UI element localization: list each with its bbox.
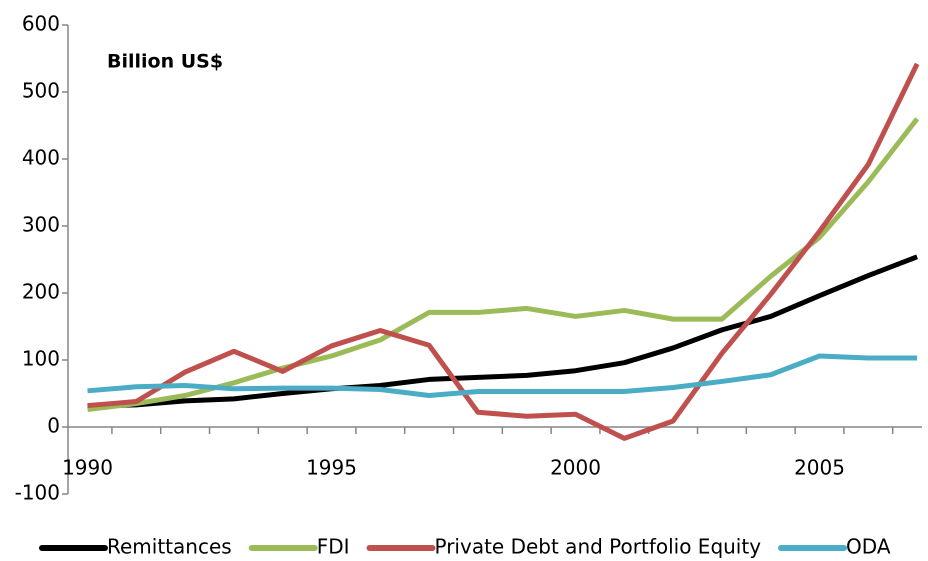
y-tick-label: -100 <box>15 481 60 505</box>
series-line <box>87 117 920 413</box>
legend-label: ODA <box>846 535 891 559</box>
y-tick-label: 0 <box>47 414 60 438</box>
y-tick-label: 500 <box>22 79 60 103</box>
y-tick-label: 400 <box>22 146 60 170</box>
series-line <box>87 254 919 409</box>
x-tick-label: 1995 <box>306 456 357 480</box>
y-tick-label: 600 <box>22 12 60 36</box>
series-line <box>87 353 918 399</box>
y-tick-label: 300 <box>22 213 60 237</box>
x-tick-label: 2000 <box>550 456 601 480</box>
x-tick-label: 1990 <box>62 456 113 480</box>
x-tick-label: 2005 <box>794 456 845 480</box>
annotation: Billion US$ <box>107 51 223 73</box>
legend-label: Private Debt and Portfolio Equity <box>435 535 762 559</box>
legend-label: Remittances <box>107 535 232 559</box>
y-tick-label: 200 <box>22 280 60 304</box>
series-line <box>87 62 920 441</box>
legend-label: FDI <box>317 535 350 559</box>
y-tick-label: 100 <box>22 347 60 371</box>
